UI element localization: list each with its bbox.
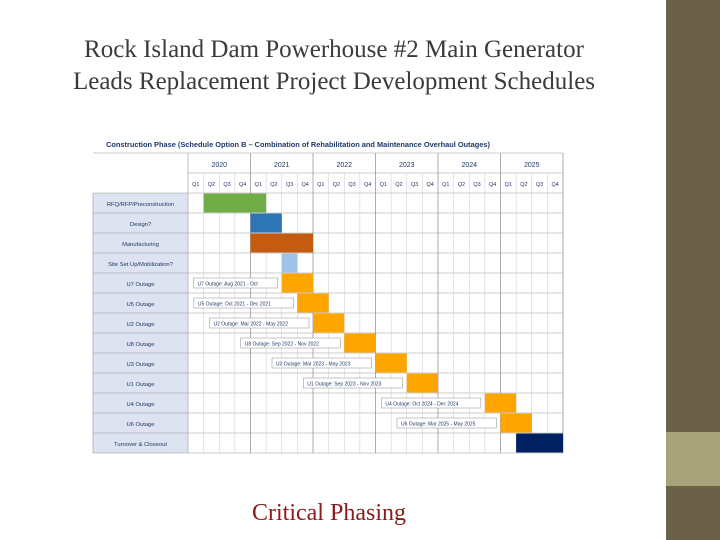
task-bar [281,253,298,273]
outage-label-box [271,357,372,369]
quarter-label: Q2 [520,182,527,188]
outage-label-box [193,277,278,289]
year-label: 2020 [211,162,227,169]
quarter-label: Q4 [364,182,371,188]
task-name: Turnover & Closeout [114,442,167,448]
task-name: U7 Outage [126,282,154,288]
slide-title: Rock Island Dam Powerhouse #2 Main Gener… [18,34,650,98]
sidebar-accent-band [666,432,720,486]
outage-label: U5 Outage: Oct 2021 - Dec 2021 [198,302,271,308]
year-label: 2023 [399,162,415,169]
task-name: RFQ/RFP/Preconstruction [107,202,174,208]
slide-title-line-1: Rock Island Dam Powerhouse #2 Main Gener… [84,36,584,63]
task-bar [406,373,438,393]
task-bar [344,333,376,353]
slide-title-line-2: Leads Replacement Project Development Sc… [72,68,596,95]
outage-label: U8 Outage: Sep 2022 - Nov 2022 [245,342,319,348]
quarter-label: Q4 [427,182,434,188]
quarter-label: Q3 [536,182,543,188]
task-bar [484,393,517,413]
quarter-label: Q1 [505,182,512,188]
task-name: U3 Outage [126,362,154,368]
year-label: 2024 [461,162,477,169]
outage-label-box [381,397,482,409]
outage-label: U6 Outage: Mar 2025 - May 2025 [401,422,476,428]
quarter-label: Q2 [333,182,340,188]
quarter-label: Q4 [302,182,309,188]
year-label: 2021 [274,162,290,169]
task-name: U4 Outage [126,402,154,408]
task-bar [250,213,282,233]
task-bar [250,233,313,253]
task-name-column [93,193,188,453]
quarter-label: Q4 [489,182,496,188]
task-bar [297,293,329,313]
outage-label: U2 Outage: Mar 2022 - May 2022 [214,322,289,328]
quarter-label: Q3 [348,182,355,188]
chart-title: Construction Phase (Schedule Option B – … [106,140,490,149]
year-label: 2025 [524,162,540,169]
outage-label-box [396,417,497,429]
outage-label: U4 Outage: Oct 2024 - Dec 2024 [385,402,458,408]
quarter-label: Q3 [411,182,418,188]
quarter-label: Q1 [380,182,387,188]
quarter-label: Q3 [473,182,480,188]
task-bar [203,193,267,213]
quarter-label: Q2 [395,182,402,188]
task-name: U1 Outage [126,382,154,388]
quarter-label: Q1 [442,182,449,188]
task-bar [516,433,563,453]
quarter-label: Q1 [255,182,262,188]
task-bar [313,313,345,333]
outage-label: U7 Outage: Aug 2021 - Oct [198,282,259,288]
task-bar [375,353,407,373]
task-name: U8 Outage [126,342,154,348]
outage-label: U1 Outage: Sep 2023 - Nov 2023 [307,382,381,388]
outage-label-box [209,317,310,329]
quarter-label: Q2 [208,182,215,188]
quarter-label: Q4 [552,182,559,188]
task-name: U6 Outage [126,422,154,428]
quarter-label: Q1 [317,182,324,188]
task-bar [281,273,313,293]
task-name: Site Set Up/Mobilization? [108,262,174,268]
outage-label-box [193,297,294,309]
quarter-label: Q3 [223,182,230,188]
slide-caption: Critical Phasing [252,500,406,526]
task-name: U2 Outage [126,322,154,328]
outage-label-box [240,337,341,349]
task-name: U5 Outage [126,302,154,308]
outage-label: U3 Outage: Mar 2023 - May 2023 [276,362,351,368]
quarter-label: Q3 [286,182,293,188]
quarter-label: Q2 [270,182,277,188]
task-bar [500,413,532,433]
task-name: Manufacturing [122,242,159,248]
year-label: 2022 [336,162,352,169]
gantt-chart: Construction Phase (Schedule Option B – … [92,140,564,454]
task-name: Design? [130,222,152,228]
quarter-label: Q4 [239,182,246,188]
outage-label-box [303,377,403,389]
quarter-label: Q1 [192,182,199,188]
quarter-label: Q2 [458,182,465,188]
